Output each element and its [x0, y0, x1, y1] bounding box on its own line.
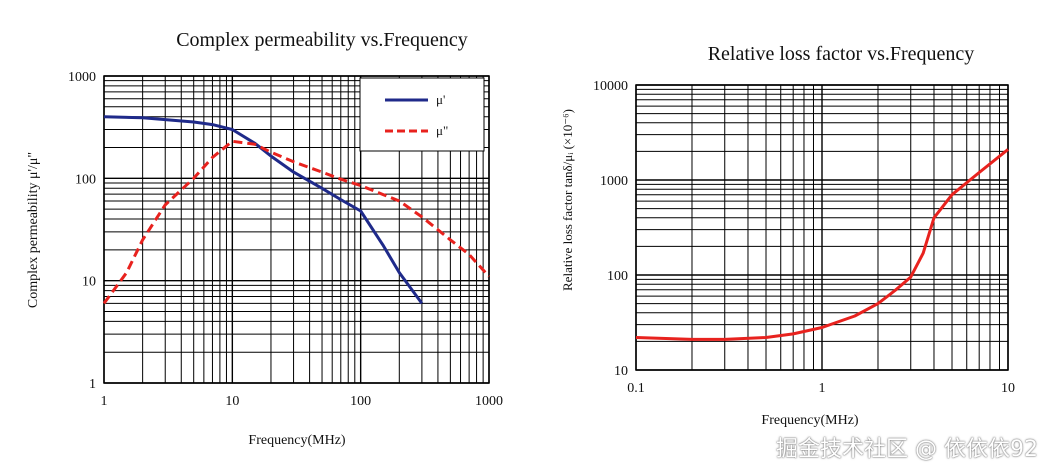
x-tick-label: 1000	[475, 394, 503, 409]
y-tick-label: 100	[75, 172, 96, 187]
legend-box	[359, 77, 485, 152]
x-tick-label: 10	[225, 394, 239, 409]
chart2-series	[635, 148, 1009, 341]
x-tick-label: 100	[350, 394, 371, 409]
legend-mu-double-prime-label: μ"	[436, 123, 448, 138]
loss-factor-chart: Relative loss factor vs.Frequency 0.1 1 10…	[560, 43, 1015, 428]
chart2-xlabel: Frequency(MHz)	[761, 413, 859, 428]
chart1-xlabel: Frequency(MHz)	[248, 433, 346, 448]
chart1-ticks: 1 10 100 1000 1 10 100 1000	[68, 70, 503, 409]
chart1-grid	[103, 75, 490, 384]
series-line-0-0	[103, 115, 424, 305]
x-tick-label: 1	[819, 381, 826, 396]
y-tick-label: 1000	[68, 70, 96, 85]
x-tick-label: 1	[101, 394, 108, 409]
chart1-ylabel: Complex permeability μ'/μ"	[26, 152, 41, 308]
y-tick-label: 100	[607, 269, 628, 284]
chart2-ticks: 0.1 1 10 10 100 1000 10000	[593, 79, 1015, 396]
y-tick-label: 10000	[593, 79, 628, 94]
legend-mu-prime-label: μ'	[436, 92, 445, 107]
chart2-ylabel: Relative loss factor tanδ/μᵢ (×10⁻⁶)	[560, 109, 575, 291]
permeability-chart: Complex permeability vs.Frequency 1 10 100…	[26, 29, 503, 448]
y-tick-label: 1000	[600, 174, 628, 189]
series-line-1-0	[635, 148, 1009, 341]
x-tick-label: 10	[1001, 381, 1015, 396]
watermark: 掘金技术社区 @ 依依依92	[776, 437, 1038, 462]
chart1-series	[102, 115, 491, 305]
y-tick-label: 1	[89, 377, 96, 392]
y-tick-label: 10	[614, 364, 628, 379]
chart1-title: Complex permeability vs.Frequency	[176, 29, 468, 51]
chart1-legend: μ' μ"	[359, 77, 485, 152]
x-tick-label: 0.1	[627, 381, 645, 396]
series-line-0-1	[102, 139, 491, 305]
chart2-title: Relative loss factor vs.Frequency	[708, 43, 975, 65]
y-tick-label: 10	[82, 275, 96, 290]
plot-frame	[635, 84, 1009, 371]
plot-frame	[103, 75, 490, 384]
